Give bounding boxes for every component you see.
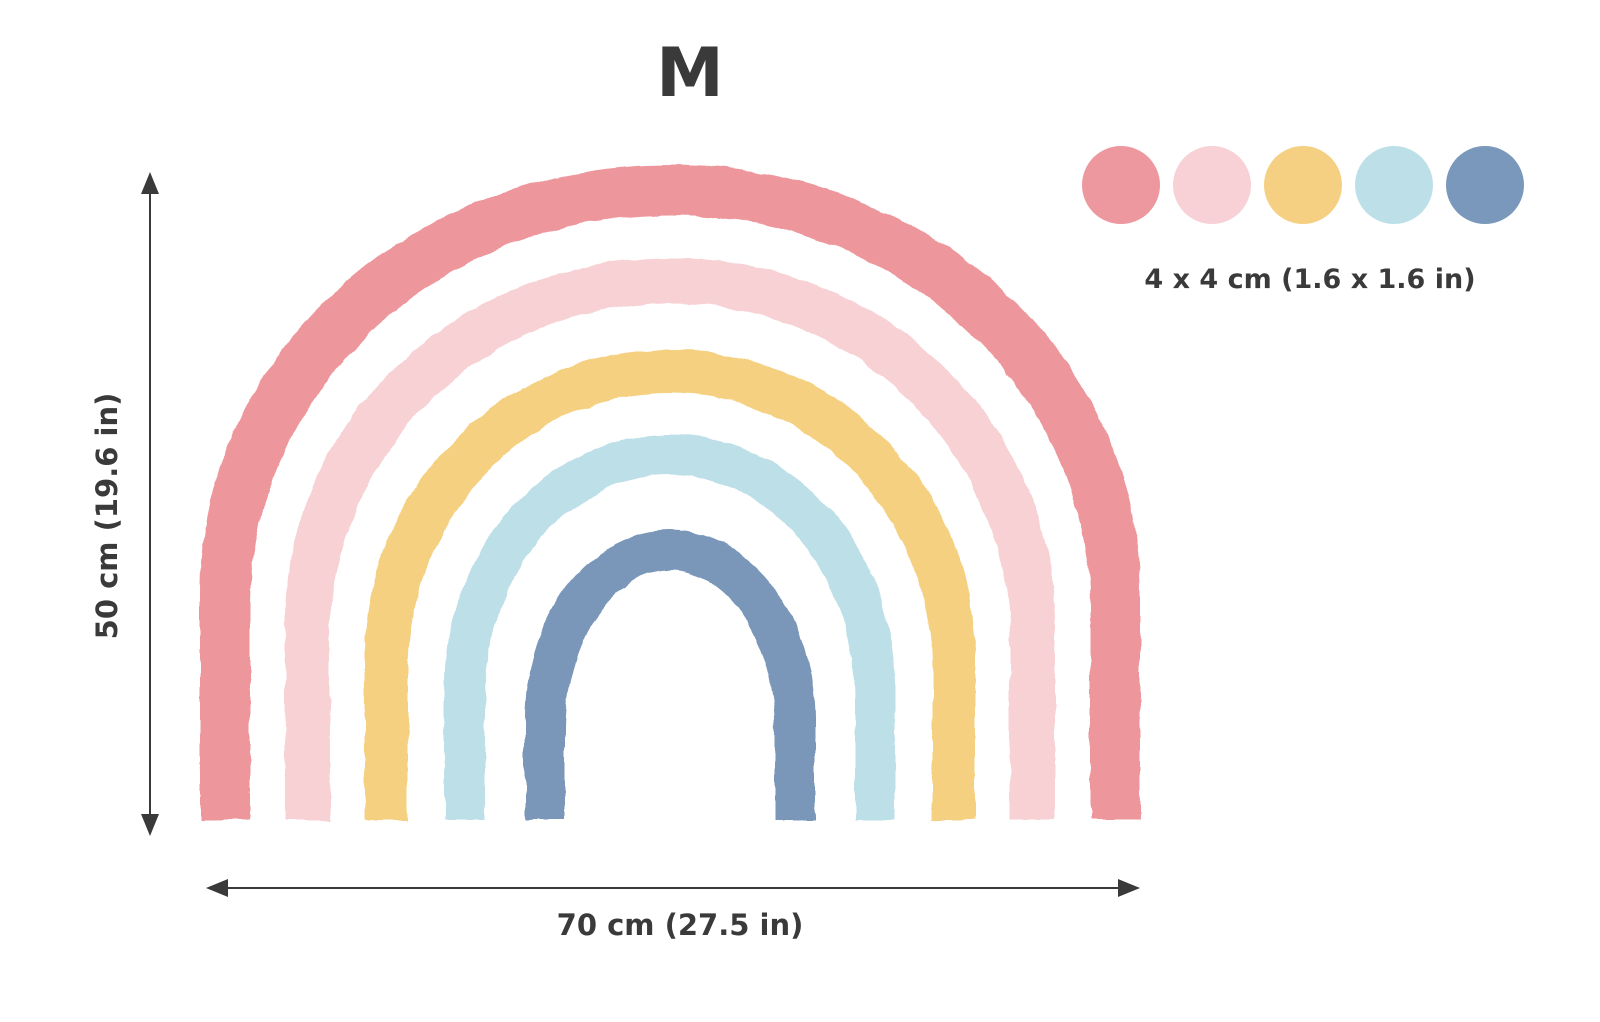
rainbow-band-slate-blue	[525, 530, 815, 820]
height-dimension-label: 50 cm (19.6 in)	[90, 392, 124, 640]
height-arrowhead-top	[141, 172, 159, 194]
color-dot-light-pink	[1173, 146, 1251, 224]
width-arrowhead-left	[206, 879, 228, 897]
width-arrowhead-right	[1118, 879, 1140, 897]
color-dot-swatches	[1082, 146, 1532, 226]
dimension-arrows	[141, 172, 1140, 897]
color-dot-slate-blue	[1446, 146, 1524, 224]
color-dot-mustard	[1264, 146, 1342, 224]
width-dimension-label: 70 cm (27.5 in)	[556, 908, 804, 942]
height-arrowhead-bottom	[141, 814, 159, 836]
color-dot-coral	[1082, 146, 1160, 224]
color-dot-light-blue	[1355, 146, 1433, 224]
dot-size-label: 4 x 4 cm (1.6 x 1.6 in)	[1144, 264, 1476, 295]
rainbow-band-light-blue	[445, 435, 895, 820]
size-label: M	[656, 34, 724, 113]
